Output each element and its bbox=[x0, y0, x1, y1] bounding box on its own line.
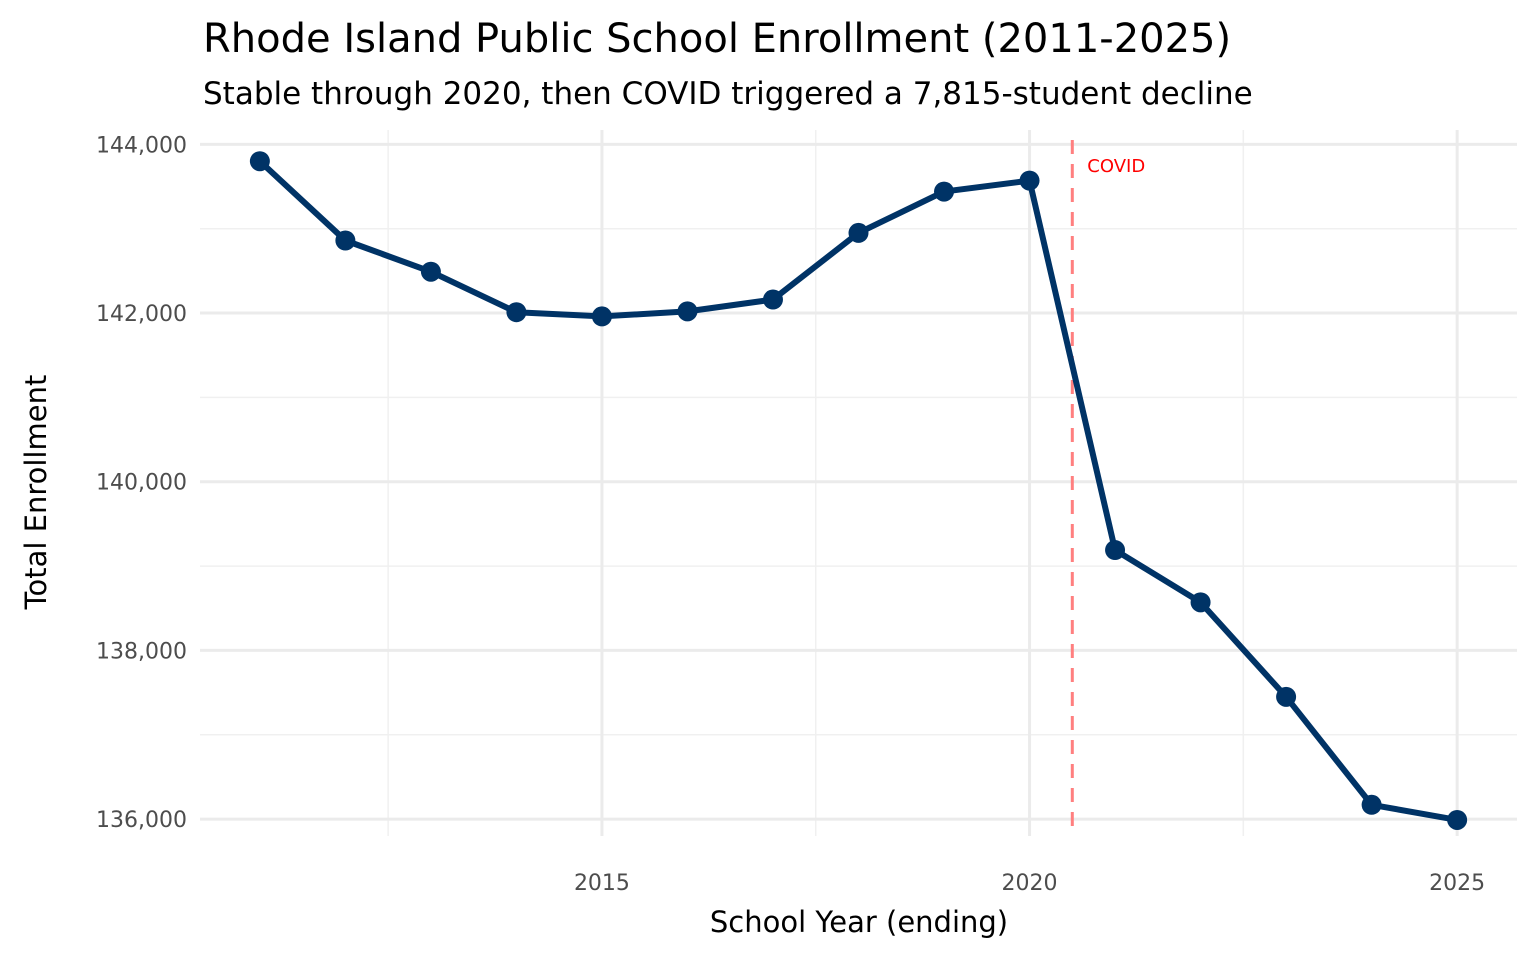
covid-annotation: COVID bbox=[1070, 140, 1145, 836]
x-axis-title: School Year (ending) bbox=[710, 905, 1008, 939]
data-point-2013 bbox=[420, 261, 441, 282]
data-point-2019 bbox=[934, 181, 955, 202]
data-point-2016 bbox=[677, 301, 698, 322]
data-point-2020 bbox=[1019, 170, 1040, 191]
data-point-2021 bbox=[1105, 540, 1126, 561]
y-tick-label: 142,000 bbox=[96, 302, 187, 327]
y-tick-label: 144,000 bbox=[96, 133, 187, 158]
x-tick-label: 2020 bbox=[1002, 871, 1058, 896]
tick-labels: 2015 2020 2025 136,000 138,000 140,000 142,000… bbox=[96, 133, 1485, 896]
y-tick-label: 136,000 bbox=[96, 808, 187, 833]
data-point-2025 bbox=[1447, 809, 1468, 830]
x-tick-label: 2025 bbox=[1429, 871, 1485, 896]
data-point-2017 bbox=[762, 289, 783, 310]
data-point-2015 bbox=[591, 306, 612, 327]
data-point-2018 bbox=[848, 222, 869, 243]
x-tick-label: 2015 bbox=[574, 871, 630, 896]
chart-subtitle: Stable through 2020, then COVID triggere… bbox=[203, 76, 1253, 112]
data-point-2024 bbox=[1361, 794, 1382, 815]
y-tick-label: 138,000 bbox=[96, 639, 187, 664]
enrollment-series bbox=[249, 151, 1468, 830]
gridlines bbox=[200, 130, 1517, 836]
series-line bbox=[257, 159, 1458, 823]
chart-title: Rhode Island Public School Enrollment (2… bbox=[203, 16, 1231, 62]
data-point-2023 bbox=[1276, 686, 1297, 707]
data-point-2012 bbox=[335, 230, 356, 251]
data-point-2011 bbox=[249, 151, 270, 172]
y-axis-title: Total Enrollment bbox=[19, 375, 53, 611]
covid-label: COVID bbox=[1087, 156, 1145, 177]
data-point-2014 bbox=[506, 302, 527, 323]
data-point-2022 bbox=[1190, 592, 1211, 613]
y-tick-label: 140,000 bbox=[96, 471, 187, 496]
